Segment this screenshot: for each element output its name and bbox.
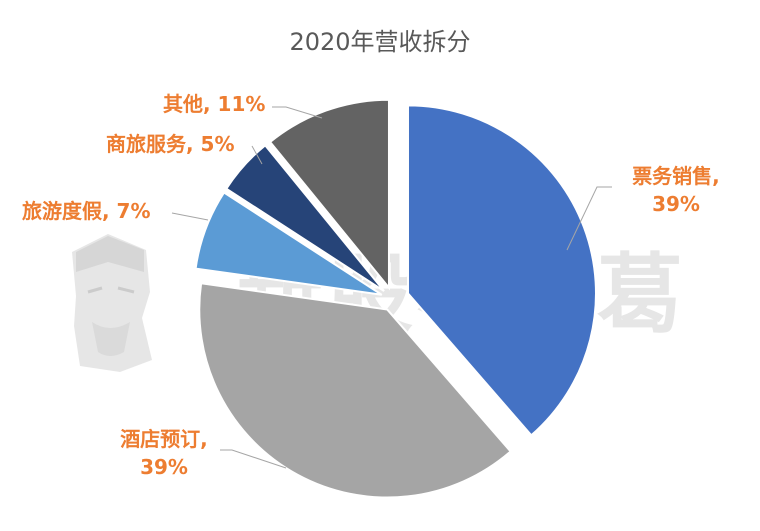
chart-title: 2020年营收拆分 <box>289 28 470 56</box>
slice-label-name-1: 票务销售, <box>632 164 720 188</box>
pie-slice-5 <box>268 98 390 291</box>
leader-line-5 <box>272 106 323 119</box>
pie-slice-2 <box>198 282 512 499</box>
leader-line-2 <box>220 449 287 469</box>
slice-label-value-1: 39% <box>652 192 700 216</box>
pie-slice-1 <box>406 104 597 437</box>
slice-label-5: 其他, 11% <box>163 92 265 116</box>
slice-label-4: 商旅服务, 5% <box>106 132 235 156</box>
leader-lines <box>171 106 612 469</box>
pie-slice-4 <box>224 143 385 292</box>
slice-label-name-2: 酒店预订, <box>120 427 208 451</box>
slice-label-3: 旅游度假, 7% <box>22 199 151 223</box>
pie-slice-3 <box>194 191 383 296</box>
watermark-mascot-icon <box>72 234 152 372</box>
slice-label-value-2: 39% <box>140 455 188 479</box>
slice-labels: 票务销售, 39% 酒店预订, 39% 旅游度假, 7% 商旅服务, 5% 其他, 11% <box>22 92 720 479</box>
leader-line-4 <box>251 145 263 165</box>
leader-line-3 <box>171 212 209 221</box>
leader-line-1 <box>566 186 612 251</box>
pie-slices <box>194 98 597 499</box>
